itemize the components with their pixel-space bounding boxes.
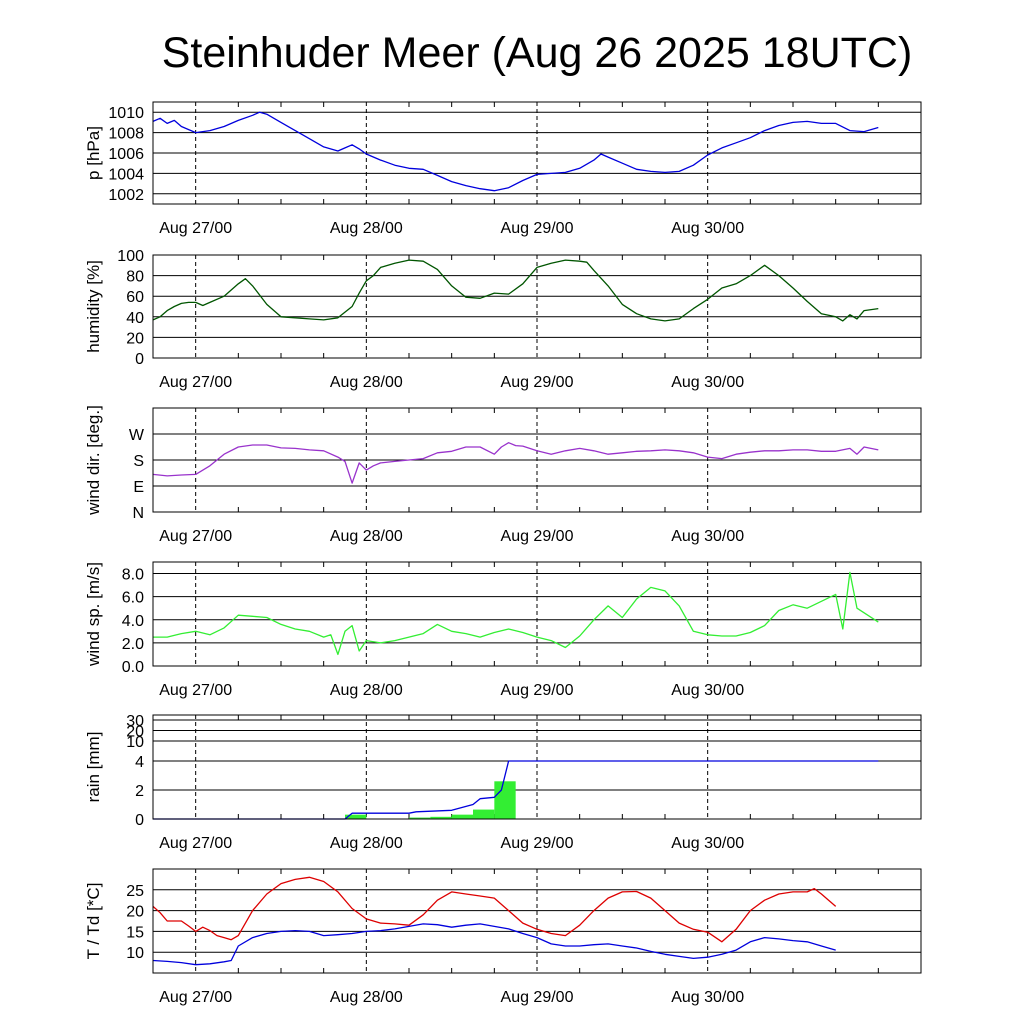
y-tick-label: 4.0 [122, 613, 144, 630]
x-tick-label: Aug 29/00 [501, 835, 574, 852]
plot-frame [152, 714, 922, 820]
x-tick-label: Aug 30/00 [671, 220, 744, 237]
x-tick-label: Aug 28/00 [330, 682, 403, 699]
x-tick-label: Aug 27/00 [159, 528, 232, 545]
y-tick-label: 4 [135, 754, 144, 771]
chart-title: Steinhuder Meer (Aug 26 2025 18UTC) [162, 29, 913, 77]
y-tick-label: 8.0 [122, 567, 144, 584]
y-tick-label: E [133, 479, 144, 496]
panel-temperature: 10 15 20 25 Aug 27/00 Aug 28/00 Aug 29/00 Aug 3… [84, 868, 922, 1006]
x-tick-label: Aug 27/00 [159, 989, 232, 1006]
y-tick-label: 1006 [108, 146, 144, 163]
y-axis-label: rain [mm] [84, 732, 103, 803]
series-line-dewpoint [152, 923, 836, 966]
rain-bar [409, 817, 431, 819]
y-tick-label: 15 [126, 924, 144, 941]
y-tick-label: 30 [126, 713, 144, 730]
rain-bar [451, 814, 473, 819]
plot-frame [152, 561, 922, 667]
series-line-wind_dir [152, 442, 879, 484]
rain-cumulative-line [153, 760, 879, 820]
panel-humidity: 0 20 40 60 80 100 Aug 27/00 Aug 28/00 Aug 29/00 A… [84, 248, 922, 391]
y-tick-label: 0 [135, 812, 144, 829]
rain-bar [473, 809, 495, 819]
x-tick-label: Aug 30/00 [671, 682, 744, 699]
x-tick-label: Aug 30/00 [671, 374, 744, 391]
series-line-wind_speed [153, 571, 879, 656]
y-axis-label: p [hPa] [84, 126, 103, 180]
x-tick-label: Aug 30/00 [671, 528, 744, 545]
y-tick-label: 25 [126, 883, 144, 900]
x-tick-label: Aug 29/00 [501, 989, 574, 1006]
x-tick-label: Aug 28/00 [330, 528, 403, 545]
x-tick-label: Aug 27/00 [159, 835, 232, 852]
y-tick-label: 0 [135, 351, 144, 368]
y-tick-label: 10 [126, 945, 144, 962]
y-tick-label: 0.0 [122, 659, 144, 676]
series-line-temperature [152, 876, 837, 943]
y-tick-label: 20 [126, 904, 144, 921]
y-axis-label: T / Td [*C] [84, 883, 103, 960]
panel-wind_speed: 0.0 2.0 4.0 6.0 8.0 Aug 27/00 Aug 28/00 Aug 29/… [84, 561, 922, 699]
panel-pressure: 1002 1004 1006 1008 1010 Aug 27/00 Aug 28/00 Au… [84, 101, 922, 237]
y-tick-label: S [133, 453, 144, 470]
plot-frame [152, 254, 922, 359]
series-line-humidity [152, 259, 879, 322]
x-tick-label: Aug 29/00 [501, 374, 574, 391]
y-tick-label: 1002 [108, 187, 144, 204]
y-tick-label: 80 [126, 269, 144, 286]
y-tick-label: N [132, 505, 144, 522]
y-tick-label: 40 [126, 310, 144, 327]
y-tick-label: 100 [117, 248, 144, 265]
x-tick-label: Aug 27/00 [159, 374, 232, 391]
x-tick-label: Aug 30/00 [671, 835, 744, 852]
plot-frame [152, 407, 922, 513]
rain-bar [430, 816, 452, 819]
y-tick-label: 20 [126, 330, 144, 347]
x-tick-label: Aug 28/00 [330, 835, 403, 852]
y-tick-label: 1008 [108, 126, 144, 143]
x-tick-label: Aug 30/00 [671, 989, 744, 1006]
y-tick-label: 2.0 [122, 636, 144, 653]
x-tick-label: Aug 27/00 [159, 682, 232, 699]
x-tick-label: Aug 28/00 [330, 989, 403, 1006]
y-axis-label: wind sp. [m/s] [84, 562, 103, 667]
rain-bar [494, 781, 516, 819]
x-tick-label: Aug 28/00 [330, 374, 403, 391]
y-tick-label: 1010 [108, 105, 144, 122]
x-tick-label: Aug 28/00 [330, 220, 403, 237]
y-tick-label: 10 [126, 734, 144, 751]
y-axis-label: wind dir. [deg.] [84, 405, 103, 516]
y-axis-label: humidity [%] [84, 260, 103, 353]
y-tick-label: 2 [135, 783, 144, 800]
y-tick-label: 60 [126, 289, 144, 306]
y-tick-label: 1004 [108, 166, 144, 183]
plot-frame [152, 101, 922, 205]
x-tick-label: Aug 29/00 [501, 220, 574, 237]
y-tick-label: 20 [126, 724, 144, 741]
x-tick-label: Aug 27/00 [159, 220, 232, 237]
rain-bar [345, 814, 367, 819]
y-tick-label: 6.0 [122, 590, 144, 607]
y-tick-label: W [129, 427, 145, 444]
series-line-pressure [152, 111, 879, 192]
x-tick-label: Aug 29/00 [501, 682, 574, 699]
x-tick-label: Aug 29/00 [501, 528, 574, 545]
plot-frame [152, 868, 922, 974]
